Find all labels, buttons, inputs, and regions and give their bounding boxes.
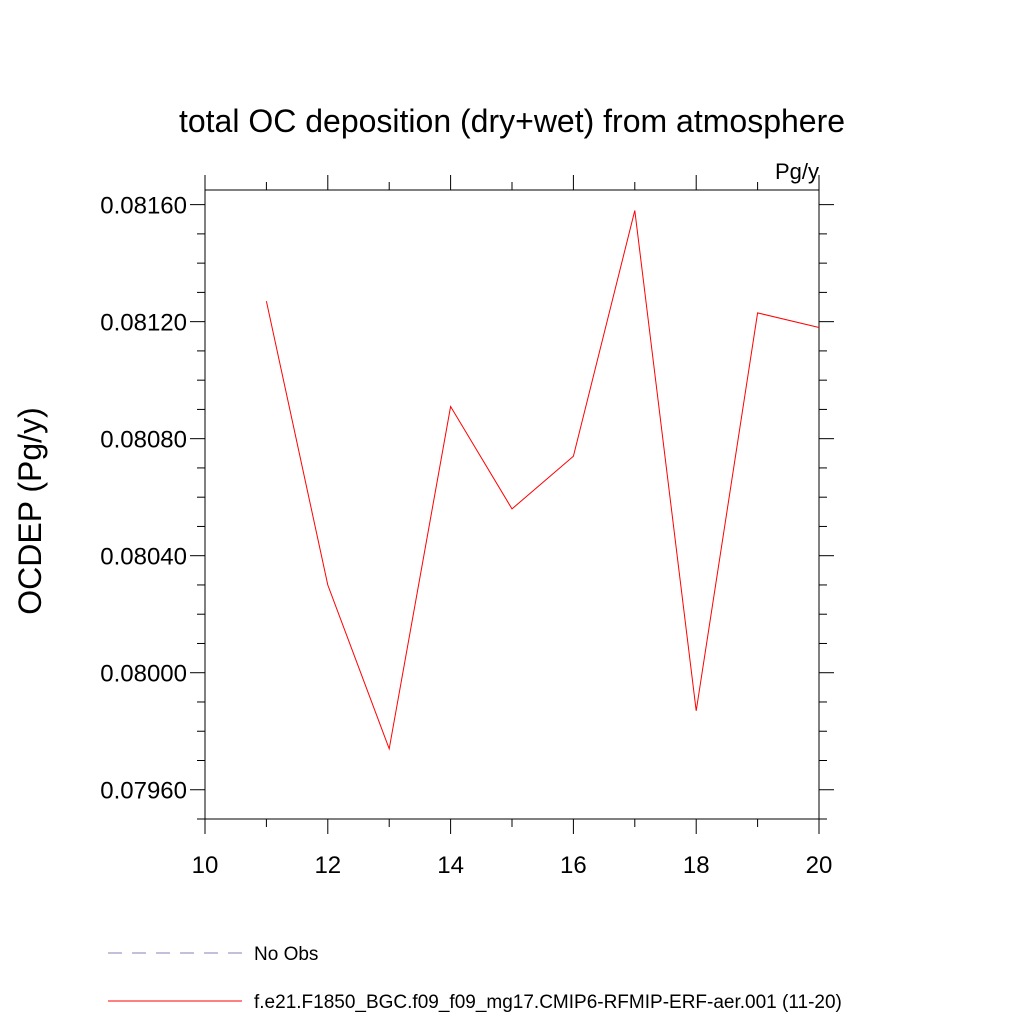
units-label: Pg/y — [775, 159, 819, 184]
y-tick-label: 0.08040 — [100, 544, 187, 571]
y-tick-label: 0.08160 — [100, 193, 187, 220]
y-axis-ticks: 0.07960 0.08000 0.08040 0.08080 0.08120 0.081… — [100, 193, 834, 820]
x-tick-label: 20 — [806, 852, 833, 879]
y-tick-label: 0.07960 — [100, 778, 187, 805]
plot-frame — [204, 189, 820, 820]
x-tick-label: 10 — [192, 852, 219, 879]
x-tick-label: 12 — [314, 852, 341, 879]
y-tick-label: 0.08080 — [100, 427, 187, 454]
legend: No Obs f.e21.F1850_BGC.f09_f09_mg17.CMIP… — [108, 944, 842, 1013]
series-line — [265, 210, 820, 751]
legend-label-no-obs: No Obs — [254, 944, 318, 965]
x-axis-ticks: 10 12 14 16 18 20 — [192, 175, 833, 879]
legend-label-model-run: f.e21.F1850_BGC.f09_f09_mg17.CMIP6-RFMIP… — [254, 992, 842, 1013]
y-tick-label: 0.08000 — [100, 661, 187, 688]
x-tick-label: 16 — [560, 852, 587, 879]
series-layer — [265, 210, 820, 751]
x-tick-label: 14 — [437, 852, 464, 879]
chart-title: total OC deposition (dry+wet) from atmos… — [179, 103, 845, 139]
y-axis-label: OCDEP (Pg/y) — [12, 407, 48, 614]
x-tick-label: 18 — [683, 852, 710, 879]
y-tick-label: 0.08120 — [100, 310, 187, 337]
